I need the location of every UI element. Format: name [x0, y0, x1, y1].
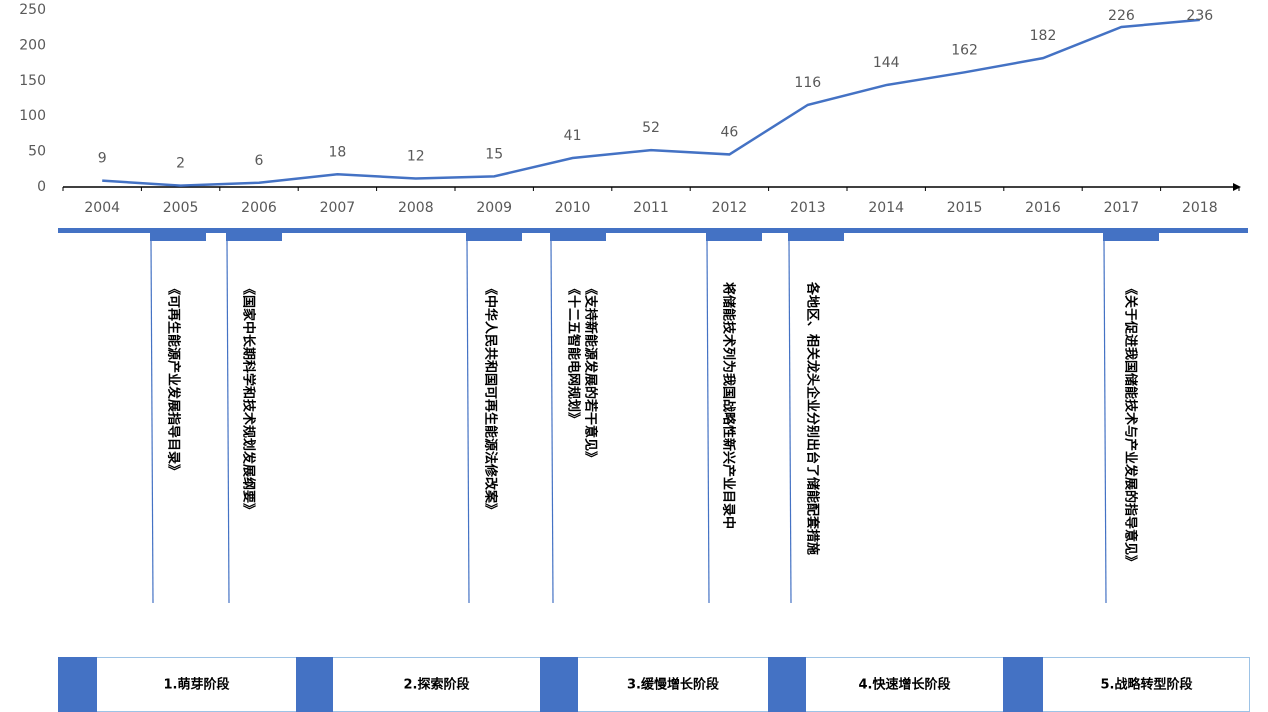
leader-line	[226, 240, 230, 604]
x-tick-label: 2004	[84, 200, 120, 216]
data-label: 116	[794, 75, 821, 91]
y-tick-label: 100	[19, 108, 46, 124]
data-label: 2	[176, 156, 185, 172]
data-label: 162	[951, 42, 978, 58]
x-tick-label: 2013	[790, 200, 826, 216]
x-tick-label: 2018	[1182, 200, 1218, 216]
x-tick-label: 2010	[555, 200, 591, 216]
annotation-text: 各地区、相关龙头企业分别出台了储能配套措施	[805, 281, 821, 555]
stage-marker	[1003, 657, 1043, 712]
timeline-tab	[150, 233, 206, 241]
line	[102, 18, 1200, 187]
leader-line	[706, 240, 710, 604]
x-tick-label: 2016	[1025, 200, 1061, 216]
timeline-tab	[706, 233, 762, 241]
annotation-text: 将储能技术列为我国战略性新兴产业目录中	[721, 282, 737, 529]
stage-marker	[540, 657, 578, 712]
x-tick-label: 2011	[633, 200, 669, 216]
stage-label: 4.快速增长阶段	[859, 677, 951, 693]
x-tick-label: 2017	[1104, 200, 1140, 216]
annotation-text: 《中华人民共和国可再生能源法修改案》	[483, 282, 499, 516]
x-tick-label: 2009	[476, 200, 512, 216]
x-tick-label: 2014	[868, 200, 904, 216]
leader-line	[550, 240, 554, 604]
data-label: 46	[720, 124, 738, 140]
data-label: 6	[255, 153, 264, 169]
timeline-tab	[550, 233, 606, 241]
stage-marker	[296, 657, 333, 712]
stage-label: 2.探索阶段	[404, 677, 470, 693]
data-label: 236	[1186, 8, 1213, 24]
annotation-text: 《国家中长期科学和技术规划发展纲要》	[241, 282, 257, 516]
stage-label: 1.萌芽阶段	[164, 677, 230, 693]
annotation-text: 《可再生能源产业发展指导目录》	[166, 282, 182, 477]
leader-line	[466, 240, 470, 604]
x-tick-label: 2007	[320, 200, 356, 216]
stage-marker	[58, 657, 97, 712]
data-label: 15	[485, 146, 503, 162]
timeline-tab	[466, 233, 522, 241]
timeline-tab	[1103, 233, 1159, 241]
data-label: 226	[1108, 8, 1135, 24]
leader-line	[150, 240, 154, 604]
y-tick-label: 200	[19, 37, 46, 53]
stage-marker	[768, 657, 806, 712]
data-label: 9	[98, 151, 107, 167]
data-label: 18	[328, 144, 346, 160]
timeline-bar	[58, 228, 1248, 233]
data-label: 144	[873, 55, 900, 71]
annotation-text: 《关于促进我国储能技术与产业发展的指导意见》	[1123, 282, 1139, 568]
leader-line	[1103, 240, 1107, 604]
stage-label: 3.缓慢增长阶段	[627, 677, 719, 693]
y-tick-label: 0	[37, 179, 46, 195]
x-tick-label: 2005	[163, 200, 199, 216]
timeline-tab	[788, 233, 844, 241]
x-tick-label: 2008	[398, 200, 434, 216]
x-tick-label: 2012	[712, 200, 748, 216]
annotation-text: 《十二五智能电网规划》	[566, 282, 582, 425]
y-tick-label: 150	[19, 73, 46, 89]
data-label: 52	[642, 120, 660, 136]
leader-line	[788, 240, 792, 604]
data-label: 12	[407, 149, 425, 165]
stage-label: 5.战略转型阶段	[1101, 677, 1193, 693]
annotation-text: 《支持新能源发展的若干意见》	[583, 282, 599, 464]
timeline-tab	[226, 233, 282, 241]
x-tick-label: 2006	[241, 200, 277, 216]
stage-frame	[58, 657, 1250, 712]
y-tick-label: 50	[28, 144, 46, 160]
x-axis-arrow	[1233, 183, 1241, 191]
data-label: 182	[1030, 28, 1057, 44]
x-tick-label: 2015	[947, 200, 983, 216]
data-label: 41	[564, 128, 582, 144]
y-tick-label: 250	[19, 2, 46, 18]
